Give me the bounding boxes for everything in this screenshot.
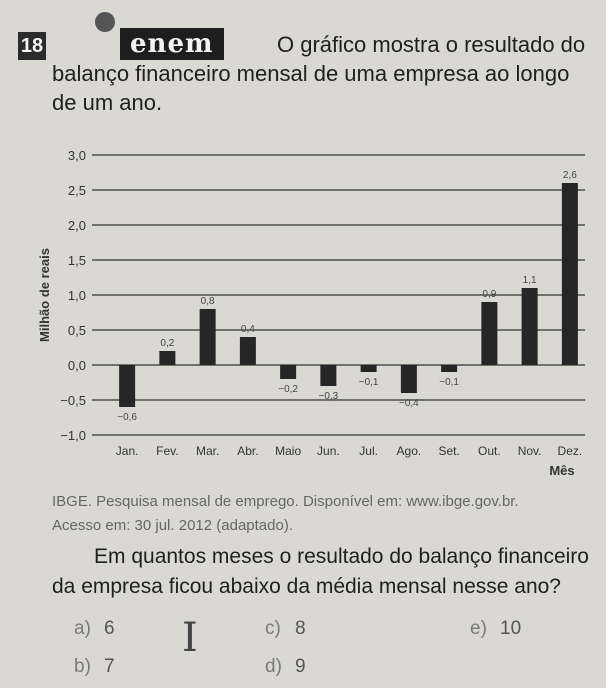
option-c-text: 8 <box>295 618 306 639</box>
bar-out <box>481 302 498 365</box>
data-label: −0,1 <box>359 377 379 388</box>
option-a-text: 6 <box>104 618 115 639</box>
data-label: −0,4 <box>399 398 419 409</box>
data-label: −0,3 <box>319 391 339 402</box>
y-tick-label: 0,0 <box>68 358 86 373</box>
data-labels: −0,6 0,2 0,8 0,4 −0,2 −0,3 −0,1 −0,4 −0,1 0,9 1,1 2… <box>117 170 577 423</box>
x-tick-label: Out. <box>478 444 501 458</box>
option-a[interactable]: a) 6 <box>74 618 115 640</box>
question-sentence: Em quantos meses o resultado do balanço … <box>52 545 589 598</box>
enem-logo: enem <box>120 28 224 60</box>
x-tick-label: Set. <box>438 444 459 458</box>
option-e-letter: e) <box>470 618 487 639</box>
option-c[interactable]: c) 8 <box>265 618 306 640</box>
source-line-2: Acesso em: 30 jul. 2012 (adaptado). <box>52 517 293 534</box>
bar-dez <box>561 183 578 365</box>
x-tick-label: Fev. <box>156 444 178 458</box>
data-label: 1,1 <box>523 275 537 286</box>
text-cursor-icon: I <box>182 615 198 661</box>
option-b[interactable]: b) 7 <box>74 656 115 678</box>
data-label: 0,2 <box>160 338 174 349</box>
data-label: −0,2 <box>278 384 298 395</box>
data-label: 2,6 <box>563 170 577 181</box>
balance-bar-chart: 3,0 2,5 2,0 1,5 1,0 0,5 0,0 −0,5 −1,0 −0,6 0,2 0,8… <box>37 148 585 478</box>
x-tick-label: Abr. <box>237 444 258 458</box>
bar-abr <box>239 337 256 365</box>
bar-jul <box>360 365 377 372</box>
y-tick-label: 1,5 <box>68 253 86 268</box>
y-tick-label: 0,5 <box>68 323 86 338</box>
y-tick-label: 2,0 <box>68 218 86 233</box>
option-b-text: 7 <box>104 656 115 677</box>
bar-nov <box>521 288 538 365</box>
data-label: −0,6 <box>117 412 137 423</box>
y-tick-label: −1,0 <box>60 428 86 443</box>
source-citation: IBGE. Pesquisa mensal de emprego. Dispon… <box>52 490 582 538</box>
option-d-text: 9 <box>295 656 306 677</box>
bar-set <box>441 365 458 372</box>
bar-mar <box>199 309 216 365</box>
x-axis-label: Mês <box>549 463 574 478</box>
y-tick-label: −0,5 <box>60 393 86 408</box>
y-axis-label: Milhão de reais <box>37 248 52 342</box>
option-d[interactable]: d) 9 <box>265 656 306 678</box>
source-line-1: IBGE. Pesquisa mensal de emprego. Dispon… <box>52 493 519 510</box>
x-tick-label: Maio <box>275 444 301 458</box>
option-c-letter: c) <box>265 618 281 639</box>
x-tick-label: Ago. <box>397 444 422 458</box>
option-b-letter: b) <box>74 656 91 677</box>
option-e-text: 10 <box>500 618 522 639</box>
logo-mark-icon <box>95 12 115 32</box>
option-e[interactable]: e) 10 <box>470 618 521 640</box>
option-a-letter: a) <box>74 618 91 639</box>
bar-jan <box>119 365 136 407</box>
question-text: Em quantos meses o resultado do balanço … <box>52 542 597 602</box>
bar-ago <box>400 365 417 393</box>
x-tick-label: Jun. <box>317 444 340 458</box>
x-tick-labels: Jan. Fev. Mar. Abr. Maio Jun. Jul. Ago. Set. Out.… <box>116 444 582 458</box>
y-tick-labels: 3,0 2,5 2,0 1,5 1,0 0,5 0,0 −0,5 −1,0 <box>60 148 86 443</box>
data-label: 0,8 <box>201 296 215 307</box>
x-tick-label: Nov. <box>518 444 542 458</box>
bar-maio <box>280 365 297 379</box>
intro-sentence: O gráfico mostra o resultado do balanço … <box>52 32 586 115</box>
data-label: 0,9 <box>482 289 496 300</box>
data-label: −0,1 <box>439 377 459 388</box>
chart-gridlines <box>92 154 585 436</box>
x-tick-label: Mar. <box>196 444 219 458</box>
y-tick-label: 1,0 <box>68 288 86 303</box>
x-tick-label: Jan. <box>116 444 139 458</box>
option-d-letter: d) <box>265 656 282 677</box>
bar-fev <box>159 351 176 365</box>
chart-bars <box>119 183 578 407</box>
x-tick-label: Jul. <box>359 444 378 458</box>
y-tick-label: 2,5 <box>68 183 86 198</box>
bar-jun <box>320 365 337 386</box>
y-tick-label: 3,0 <box>68 148 86 163</box>
question-number: 18 <box>18 32 46 60</box>
intro-text: O gráfico mostra o resultado do balanço … <box>52 30 592 117</box>
x-tick-label: Dez. <box>558 444 583 458</box>
data-label: 0,4 <box>241 324 255 335</box>
